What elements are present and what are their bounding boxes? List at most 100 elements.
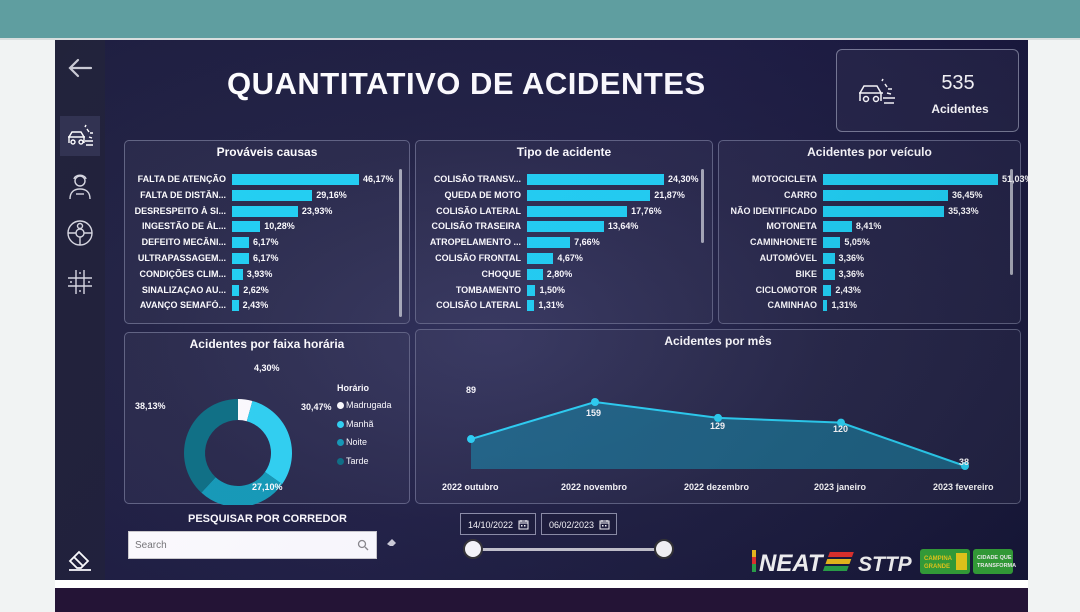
types-panel: Tipo de acidente COLISÃO TRANSV... 24,30%… (415, 140, 713, 324)
back-button[interactable] (60, 48, 100, 88)
vehicles-bar[interactable] (823, 237, 841, 249)
monthly-point[interactable] (961, 462, 969, 470)
types-bar[interactable] (527, 189, 651, 201)
vehicles-row[interactable]: NÃO IDENTIFICADO 35,33% (719, 204, 1020, 220)
monthly-point[interactable] (714, 413, 722, 422)
types-bar[interactable] (527, 237, 571, 249)
types-row[interactable]: CHOQUE 2,80% (416, 267, 712, 283)
vehicles-row[interactable]: CAMINHAO 1,31% (719, 298, 1020, 314)
vehicles-row[interactable]: CICLOMOTOR 2,43% (719, 283, 1020, 299)
donut-slice-madrugada[interactable] (238, 399, 253, 422)
vehicles-bar[interactable] (823, 221, 852, 233)
sidebar-item-accidents[interactable] (60, 116, 100, 156)
causes-row[interactable]: DEFEITO MECÂNI... 6,17% (125, 235, 409, 251)
types-bar[interactable] (527, 253, 554, 264)
vehicles-row-label: BIKE (795, 268, 817, 279)
sidebar-item-roads[interactable] (60, 262, 100, 302)
sttp-logo: STTP (822, 552, 913, 576)
vehicles-row[interactable]: AUTOMÓVEL 3,36% (719, 251, 1020, 267)
causes-bar[interactable] (232, 189, 313, 201)
causes-bar[interactable] (232, 237, 249, 249)
vehicles-row[interactable]: BIKE 3,36% (719, 267, 1020, 283)
causes-bar[interactable] (232, 253, 249, 264)
right-gutter (1028, 40, 1080, 612)
causes-bar[interactable] (232, 268, 243, 280)
shift-legend-item[interactable]: Tarde (337, 456, 369, 466)
causes-row[interactable]: FALTA DE ATENÇÃO 46,17% (125, 172, 409, 188)
causes-bar[interactable] (232, 205, 298, 217)
causes-row[interactable]: INGESTÃO DE ÁL... 10,28% (125, 219, 409, 235)
monthly-point[interactable] (591, 398, 599, 406)
types-row[interactable]: COLISÃO TRANSV... 24,30% (416, 172, 712, 188)
date-slider-start-handle[interactable] (463, 539, 483, 559)
sidebar-item-people[interactable] (60, 166, 100, 206)
vehicles-bar[interactable] (823, 253, 835, 264)
types-row[interactable]: COLISÃO LATERAL 1,31% (416, 298, 712, 314)
browser-top-bar (0, 0, 1080, 38)
types-bar[interactable] (527, 268, 543, 280)
types-row[interactable]: COLISÃO LATERAL 17,76% (416, 204, 712, 220)
types-row[interactable]: QUEDA DE MOTO 21,87% (416, 188, 712, 204)
causes-row[interactable]: SINALIZAÇAO AU... 2,62% (125, 283, 409, 299)
shift-legend-item[interactable]: Noite (337, 437, 367, 447)
types-bar[interactable] (527, 221, 604, 233)
causes-bar[interactable] (232, 284, 240, 296)
donut-slice-manhã[interactable] (246, 400, 292, 485)
date-to-field[interactable]: 06/02/2023 (541, 513, 617, 535)
types-bar-value: 1,50% (539, 284, 565, 295)
vehicles-title: Acidentes por veículo (807, 145, 932, 159)
shift-legend-item[interactable]: Madrugada (337, 400, 392, 410)
date-slider-end-handle[interactable] (654, 539, 674, 559)
causes-row[interactable]: DESRESPEITO À SI... 23,93% (125, 204, 409, 220)
vehicles-row[interactable]: CARRO 36,45% (719, 188, 1020, 204)
shift-legend-item[interactable]: Manhã (337, 419, 374, 429)
search-icon[interactable] (357, 539, 369, 551)
eraser-icon[interactable] (386, 537, 398, 547)
campina-grande-logo: CAMPINA GRANDE (920, 549, 970, 574)
vehicles-bar-value: 35,33% (948, 205, 979, 216)
vehicles-row[interactable]: MOTOCICLETA 51,03% (719, 172, 1028, 188)
search-input[interactable] (135, 537, 345, 553)
vehicles-bar-value: 8,41% (855, 221, 882, 232)
sidebar-item-driver[interactable] (60, 213, 100, 253)
vehicles-bar[interactable] (823, 174, 998, 185)
types-row[interactable]: COLISÃO FRONTAL 4,67% (416, 251, 712, 267)
vehicles-bar[interactable] (823, 189, 948, 201)
types-bar[interactable] (527, 205, 628, 217)
types-row-label: TOMBAMENTO (455, 284, 521, 295)
sidebar (55, 40, 105, 580)
date-from-field[interactable]: 14/10/2022 (460, 513, 536, 535)
types-bar[interactable] (527, 284, 536, 296)
causes-bar[interactable] (232, 300, 239, 312)
clear-filters-button[interactable] (60, 540, 100, 580)
vehicles-scrollbar[interactable] (1010, 169, 1013, 275)
vehicles-bar[interactable] (823, 268, 835, 280)
causes-bar[interactable] (232, 221, 261, 233)
monthly-point[interactable] (837, 418, 845, 427)
causes-bar[interactable] (232, 174, 359, 185)
causes-row-label: ULTRAPASSAGEM... (137, 253, 226, 263)
types-bar[interactable] (527, 300, 535, 312)
date-slider-track[interactable] (473, 548, 664, 551)
vehicles-bar[interactable] (823, 284, 832, 296)
monthly-point[interactable] (467, 435, 475, 444)
date-to-value: 06/02/2023 (549, 520, 595, 530)
vehicles-row[interactable]: MOTONETA 8,41% (719, 219, 1020, 235)
types-row[interactable]: ATROPELAMENTO ... 7,66% (416, 235, 712, 251)
types-row[interactable]: COLISÃO TRASEIRA 13,64% (416, 219, 712, 235)
causes-row[interactable]: AVANÇO SEMAFÓ... 2,43% (125, 298, 409, 314)
causes-row[interactable]: FALTA DE DISTÂN... 29,16% (125, 188, 409, 204)
vehicles-bar[interactable] (823, 300, 828, 312)
donut-slice-tarde[interactable] (184, 399, 238, 493)
vehicles-row[interactable]: CAMINHONETE 5,05% (719, 235, 1020, 251)
donut-slice-noite[interactable] (201, 472, 283, 505)
types-bar[interactable] (527, 174, 664, 185)
types-scrollbar[interactable] (701, 169, 704, 243)
kpi-card: 535 Acidentes (836, 49, 1019, 132)
types-row[interactable]: TOMBAMENTO 1,50% (416, 283, 712, 299)
vehicles-bar[interactable] (823, 205, 945, 217)
causes-row[interactable]: CONDIÇÕES CLIM... 3,93% (125, 267, 409, 283)
shift-donut-chart (184, 399, 292, 505)
causes-scrollbar[interactable] (399, 169, 402, 317)
causes-row[interactable]: ULTRAPASSAGEM... 6,17% (125, 251, 409, 267)
